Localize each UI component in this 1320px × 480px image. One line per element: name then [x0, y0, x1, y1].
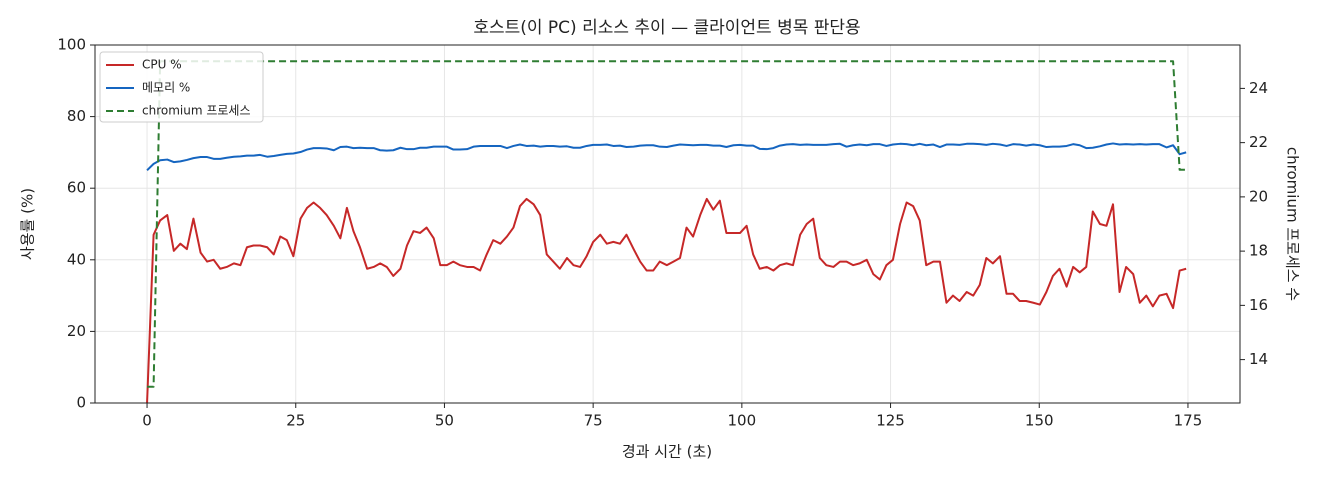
y-tick-label: 0	[76, 394, 86, 412]
legend-label: chromium 프로세스	[142, 104, 251, 118]
y-tick-label: 60	[67, 179, 86, 197]
y2-tick-label: 16	[1249, 296, 1268, 314]
x-tick-label: 125	[876, 412, 905, 430]
x-tick-label: 0	[142, 412, 152, 430]
y2-tick-label: 18	[1249, 242, 1268, 260]
y2-axis-label: chromium 프로세스 수	[1284, 147, 1302, 301]
y-tick-label: 80	[67, 107, 86, 125]
y-tick-label: 20	[67, 322, 86, 340]
x-tick-label: 100	[728, 412, 757, 430]
x-tick-label: 175	[1174, 412, 1203, 430]
x-axis-label: 경과 시간 (초)	[622, 443, 712, 461]
series-line	[147, 60, 1187, 388]
y2-tick-label: 22	[1249, 133, 1268, 151]
x-tick-label: 50	[435, 412, 454, 430]
series-line	[146, 142, 1187, 172]
x-tick-label: 150	[1025, 412, 1054, 430]
legend-box	[99, 51, 264, 123]
y-tick-label: 40	[67, 250, 86, 268]
x-tick-label: 75	[584, 412, 603, 430]
y-tick-label: 100	[57, 36, 86, 54]
series-line	[146, 197, 1187, 404]
y2-tick-label: 14	[1249, 350, 1268, 368]
y2-tick-label: 20	[1249, 187, 1268, 205]
legend-label: CPU %	[142, 58, 182, 72]
chart-title: 호스트(이 PC) 리소스 추이 — 클라이언트 병목 판단용	[473, 18, 860, 38]
y-axis-label: 사용률 (%)	[19, 188, 37, 260]
legend-label: 메모리 %	[142, 81, 190, 95]
plot-frame	[94, 44, 1241, 404]
y2-tick-label: 24	[1249, 79, 1268, 97]
x-tick-label: 25	[286, 412, 305, 430]
